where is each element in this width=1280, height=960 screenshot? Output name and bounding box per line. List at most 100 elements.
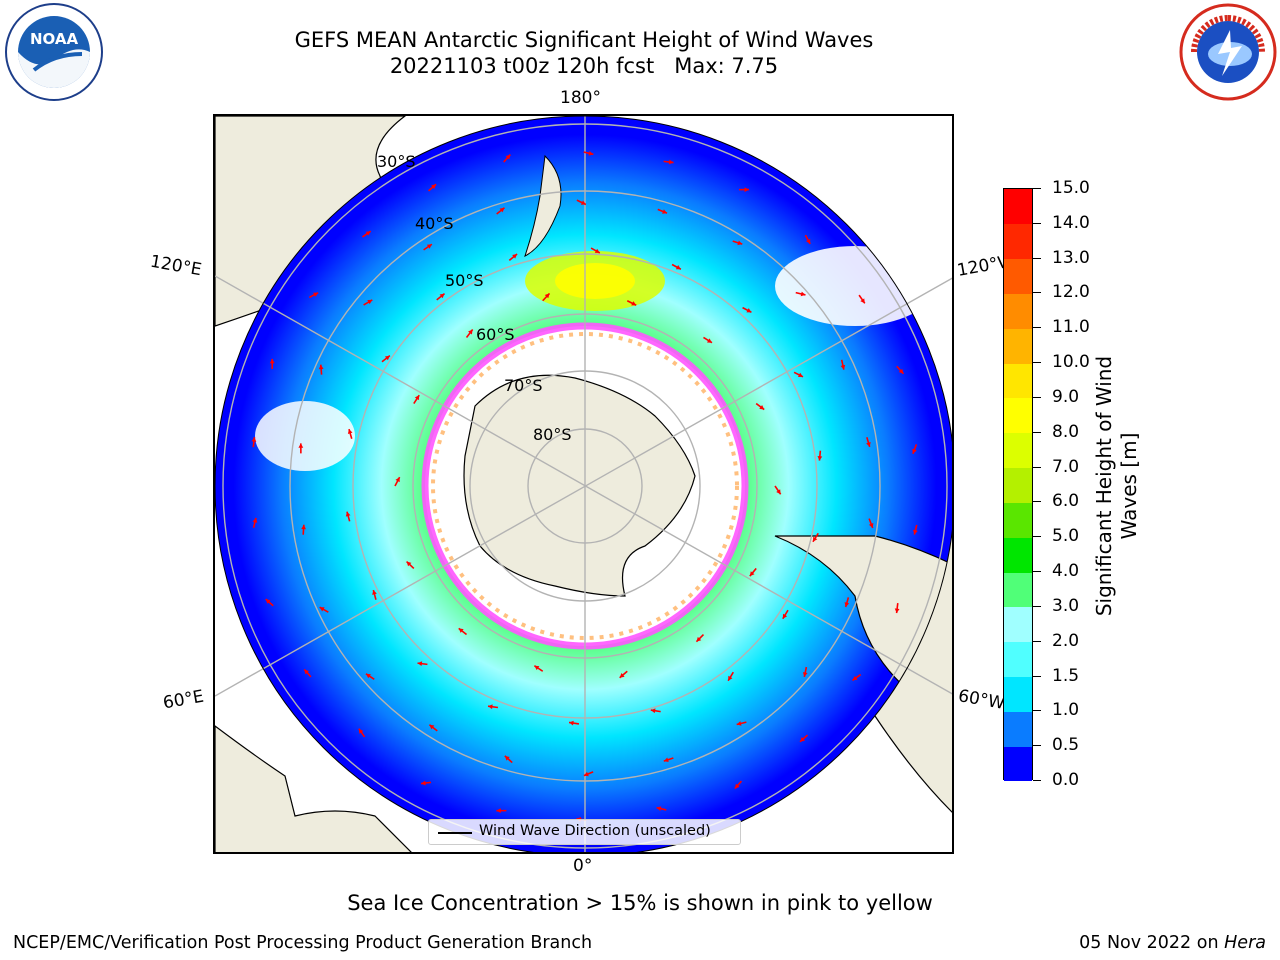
wave-arrow-head <box>488 704 493 710</box>
colorbar-tick-label: 7.0 <box>1052 456 1080 477</box>
lon-label-120e: 120°E <box>148 251 204 281</box>
wave-arrow-head <box>817 456 823 461</box>
lat-label-80s: 80°S <box>533 425 572 444</box>
noaa-logo-text: NOAA <box>30 30 79 48</box>
noaa-logo: NOAA <box>5 3 103 101</box>
wave-arrow-head <box>313 292 319 297</box>
wave-arrow-head <box>866 441 871 447</box>
wave-arrow-head <box>662 209 668 214</box>
lon-label-60w: 60°W <box>956 686 1007 714</box>
wave-arrow-head <box>744 187 749 193</box>
wave-arrow-head <box>749 571 755 577</box>
wave-arrow-head <box>426 244 432 249</box>
colorbar-tick <box>1033 640 1041 642</box>
colorbar-segment <box>1004 676 1032 712</box>
legend-line-sample <box>438 832 472 834</box>
wave-arrow-head <box>706 338 712 343</box>
colorbar-tick-label: 10.0 <box>1052 352 1090 373</box>
colorbar-segment <box>1004 711 1032 747</box>
wave-arrow-head <box>840 364 846 370</box>
wave-arrow-head <box>802 672 808 677</box>
colorbar-title: Significant Height of Wind Waves [m] <box>1092 276 1142 696</box>
wave-arrow-head <box>759 405 765 410</box>
wave-arrow-head <box>504 755 510 761</box>
colorbar <box>1003 188 1033 782</box>
wave-arrow-head <box>675 265 681 270</box>
wave-arrow-head <box>318 364 324 370</box>
wave-direction-arrows <box>251 150 918 822</box>
colorbar-tick-label: 0.0 <box>1052 770 1080 790</box>
wave-arrow-head <box>631 301 637 306</box>
wave-arrow-head <box>776 489 781 495</box>
wave-arrow-head <box>499 207 505 213</box>
colorbar-segment <box>1004 572 1032 608</box>
footer-date: 05 Nov 2022 on Hera <box>1079 933 1266 953</box>
antarctic-map <box>215 116 952 852</box>
map-frame: 30°S 40°S 50°S 60°S 70°S 80°S Wind Wave … <box>213 114 954 854</box>
lat-label-60s: 60°S <box>476 325 515 344</box>
colorbar-tick <box>1033 431 1041 433</box>
colorbar-tick <box>1033 292 1041 294</box>
wave-arrow-head <box>252 517 258 523</box>
wave-arrow-head <box>534 665 540 671</box>
colorbar-tick <box>1033 188 1041 189</box>
footer-host: Hera <box>1224 933 1266 953</box>
wave-arrow-head <box>580 200 586 205</box>
colorbar-segment <box>1004 606 1032 643</box>
lon-label-180: 180° <box>560 88 601 108</box>
lat-label-30s: 30°S <box>377 152 416 171</box>
wave-arrow-head <box>746 308 752 313</box>
wave-arrow-head <box>319 607 325 612</box>
colorbar-tick <box>1033 536 1041 538</box>
colorbar-tick-label: 11.0 <box>1052 317 1090 338</box>
wave-arrow-head <box>512 254 518 259</box>
wave-arrow-head <box>345 511 351 517</box>
colorbar-tick <box>1033 571 1041 573</box>
wave-arrow-head <box>805 238 811 244</box>
wave-arrow-head <box>417 661 423 667</box>
wave-arrow-head <box>588 150 594 156</box>
graticule <box>215 116 952 852</box>
lon-label-0: 0° <box>573 856 593 876</box>
colorbar-tick-label: 4.0 <box>1052 561 1080 582</box>
wave-arrow-head <box>734 783 740 789</box>
wave-arrow-head <box>844 602 850 607</box>
wave-arrow-head <box>619 673 625 678</box>
colorbar-tick-label: 14.0 <box>1052 212 1090 233</box>
wave-arrow-head <box>569 720 574 726</box>
wave-arrow-head <box>365 231 371 236</box>
wave-arrow-head <box>439 293 445 299</box>
wave-arrow-head <box>372 590 377 595</box>
colorbar-tick-label: 2.0 <box>1052 630 1080 651</box>
title-line-2: 20221103 t00z 120h fcst Max: 7.75 <box>389 54 779 78</box>
colorbar-tick <box>1033 780 1041 781</box>
colorbar-tick-label: 12.0 <box>1052 282 1090 303</box>
footer-producer: NCEP/EMC/Verification Post Processing Pr… <box>13 933 593 953</box>
colorbar-segment <box>1004 432 1032 469</box>
colorbar-tick-label: 8.0 <box>1052 421 1080 442</box>
colorbar-tick-label: 6.0 <box>1052 491 1080 512</box>
lon-label-60e: 60°E <box>161 686 206 714</box>
chart-title: GEFS MEAN Antarctic Significant Height o… <box>214 27 954 79</box>
colorbar-segment <box>1004 328 1032 364</box>
colorbar-title-line-2: Waves [m] <box>1117 432 1141 540</box>
lat-label-70s: 70°S <box>504 376 543 395</box>
colorbar-tick-label: 9.0 <box>1052 386 1080 407</box>
wave-arrow-head <box>800 737 805 742</box>
nws-logo <box>1179 3 1277 101</box>
wave-arrow-head <box>913 529 918 535</box>
colorbar-tick <box>1033 710 1041 712</box>
colorbar-tick-label: 15.0 <box>1052 178 1090 198</box>
title-line-1: GEFS MEAN Antarctic Significant Height o… <box>294 28 874 52</box>
colorbar-tick-label: 1.5 <box>1052 665 1080 686</box>
wave-arrow-head <box>912 448 917 454</box>
colorbar-segment <box>1004 258 1032 294</box>
colorbar-title-line-1: Significant Height of Wind <box>1092 355 1116 617</box>
wave-arrow-head <box>367 299 373 305</box>
wave-arrow-head <box>406 561 412 567</box>
wave-arrow-head <box>304 669 309 675</box>
wave-arrow-head <box>728 675 733 681</box>
wave-arrow-head <box>395 477 400 483</box>
colorbar-segment <box>1004 363 1032 399</box>
wave-arrow-head <box>505 154 511 160</box>
